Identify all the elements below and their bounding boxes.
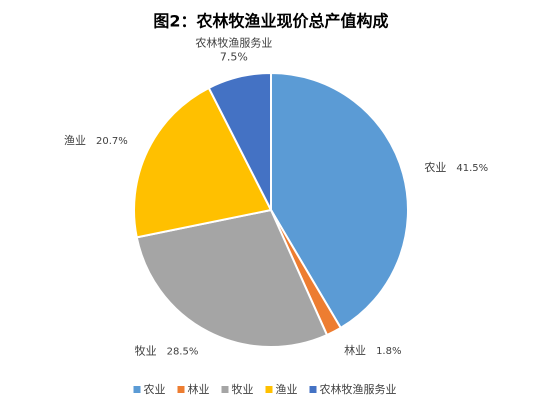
slice-label: 渔业 [64, 134, 86, 147]
legend-swatch [177, 386, 185, 393]
pie-slice [133, 86, 273, 239]
legend-swatch [221, 386, 229, 393]
legend-swatch [309, 386, 317, 393]
slice-value-label: 1.8% [376, 346, 401, 357]
pie-slice [135, 208, 329, 348]
legend-swatch [133, 386, 141, 393]
slice-value-label: 20.7% [96, 136, 128, 147]
legend-label: 农林牧渔服务业 [320, 382, 397, 396]
legend-label: 渔业 [276, 383, 298, 396]
slice-label-group: 农业 41.5% [424, 160, 488, 174]
slice-label: 牧业 [135, 343, 157, 357]
legend-label: 农业 [144, 382, 166, 396]
slice-value-label: 7.5% [220, 50, 248, 63]
slice-label-group: 牧业 28.5% [135, 343, 199, 357]
legend-swatch [265, 386, 273, 393]
pie-slice [207, 71, 272, 211]
slice-label: 农林牧渔服务业 [195, 35, 272, 49]
legend-label: 林业 [188, 382, 210, 396]
slice-label-group: 林业 1.8% [344, 343, 401, 357]
pie-slice [270, 71, 409, 330]
slice-label: 林业 [344, 343, 366, 357]
legend-label: 牧业 [232, 382, 254, 396]
chart-title: 图2：农林牧渔业现价总产值构成 [153, 12, 388, 31]
slice-label-group: 渔业 20.7% [64, 134, 128, 147]
slice-value-label: 41.5% [456, 163, 488, 174]
slice-label: 农业 [424, 160, 446, 174]
slice-value-label: 28.5% [167, 346, 199, 357]
